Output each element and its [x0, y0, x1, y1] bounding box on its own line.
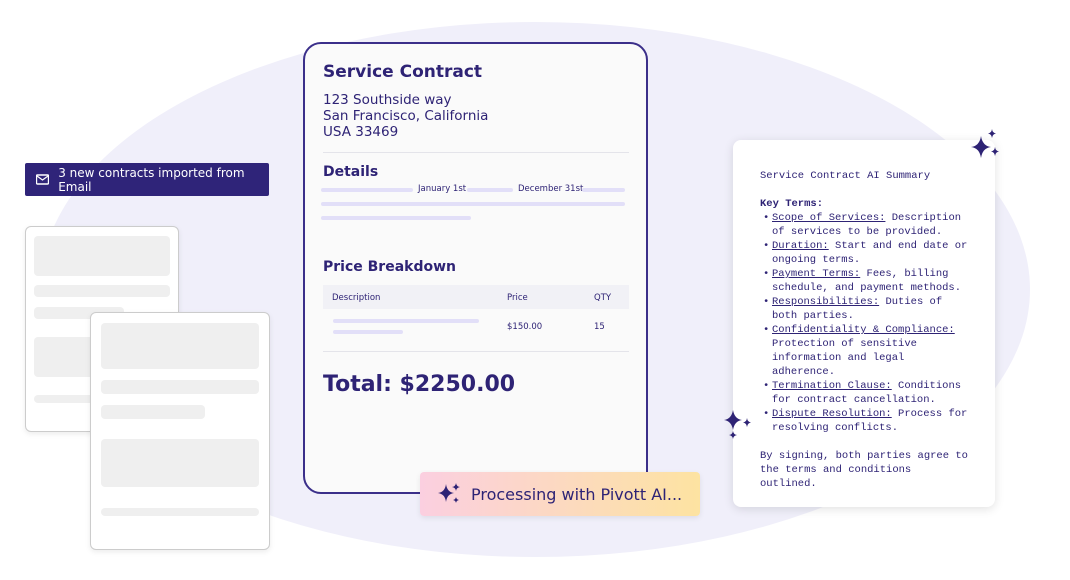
processing-badge: Processing with Pivott AI...	[420, 472, 700, 516]
key-term: Confidentiality & Compliance: Protection…	[760, 323, 972, 379]
table-cell: $150.00	[507, 322, 543, 332]
section-heading: Price Breakdown	[323, 259, 456, 275]
table-header-cell: Price	[507, 293, 528, 303]
summary-closing: By signing, both parties agree to the te…	[760, 450, 968, 490]
key-term-name: Duration:	[772, 240, 829, 252]
table-header-cell: QTY	[594, 293, 612, 303]
total: Total: $2250.00	[323, 372, 516, 397]
key-term: Scope of Services: Description of servic…	[760, 211, 972, 239]
key-term-name: Termination Clause:	[772, 380, 892, 392]
start-date: January 1st	[418, 184, 467, 194]
notification: 3 new contracts imported from Email	[25, 163, 269, 196]
key-term-text: Duties of both parties.	[772, 296, 943, 322]
table-header	[323, 285, 629, 309]
notification-text: 3 new contracts imported from Email	[58, 165, 245, 194]
key-term: Responsibilities: Duties of both parties…	[760, 295, 972, 323]
key-term-text: Description of services to be provided.	[772, 212, 962, 238]
key-term-text: Fees, billing schedule, and payment meth…	[772, 268, 962, 294]
contract-card: Service Contract 123 Southside way San F…	[303, 42, 648, 494]
key-term-text: Start and end date or ongoing terms.	[772, 240, 968, 266]
key-term-name: Payment Terms:	[772, 268, 861, 280]
key-terms-list: Scope of Services: Description of servic…	[760, 211, 985, 435]
table-header-cell: Description	[332, 293, 381, 303]
address-line: 123 Southside way	[323, 92, 452, 108]
key-term: Dispute Resolution: Process for resolvin…	[760, 407, 972, 435]
badge-text: Processing with Pivott AI...	[471, 484, 683, 504]
sparkle-icon	[438, 483, 460, 503]
key-term-text: Protection of sensitive information and …	[772, 338, 917, 378]
key-terms-heading: Key Terms:	[760, 198, 824, 210]
address-line: San Francisco, California	[323, 108, 489, 124]
divider	[323, 351, 629, 352]
placeholder-card	[90, 312, 270, 550]
key-term-name: Scope of Services:	[772, 212, 886, 224]
key-term-name: Confidentiality & Compliance:	[772, 324, 955, 336]
table-cell: 15	[594, 322, 605, 332]
key-term-name: Dispute Resolution:	[772, 408, 892, 420]
end-date: December 31st	[518, 184, 584, 194]
summary-card: Service Contract AI Summary Key Terms: S…	[733, 140, 995, 507]
key-term-text: Process for resolving conflicts.	[772, 408, 968, 434]
key-term: Duration: Start and end date or ongoing …	[760, 239, 972, 267]
key-term-text: Conditions for contract cancellation.	[772, 380, 962, 406]
summary-title: Service Contract AI Summary	[760, 170, 931, 182]
key-term-name: Responsibilities:	[772, 296, 880, 308]
mail-icon	[36, 173, 50, 185]
divider	[323, 152, 629, 153]
section-heading: Details	[323, 164, 379, 180]
address-line: USA 33469	[323, 124, 399, 140]
key-term: Payment Terms: Fees, billing schedule, a…	[760, 267, 972, 295]
contract-title: Service Contract	[323, 62, 483, 82]
key-term: Termination Clause: Conditions for contr…	[760, 379, 972, 407]
